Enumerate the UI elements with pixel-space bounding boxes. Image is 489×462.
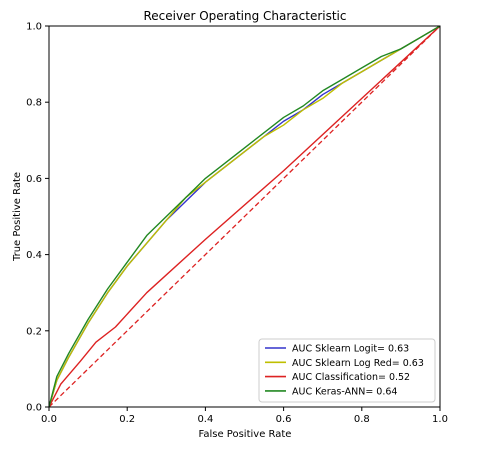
y-axis-label: True Positive Rate [12, 172, 23, 262]
legend: AUC Sklearn Logit= 0.63 AUC Sklearn Log R… [259, 339, 435, 402]
legend-label: AUC Classification= 0.52 [292, 372, 410, 383]
x-tick-label: 0.8 [354, 414, 370, 425]
legend-label: AUC Sklearn Log Red= 0.63 [292, 358, 424, 369]
y-tick-label: 1.0 [26, 22, 42, 33]
x-axis-label: False Positive Rate [199, 429, 292, 440]
y-tick-label: 0.2 [26, 326, 42, 337]
x-tick-label: 0.6 [276, 414, 292, 425]
y-tick-label: 0.0 [26, 403, 42, 414]
x-tick-label: 0.4 [197, 414, 213, 425]
legend-label: AUC Sklearn Logit= 0.63 [292, 344, 409, 355]
x-tick-label: 0.0 [41, 414, 57, 425]
chart-title: Receiver Operating Characteristic [143, 9, 346, 23]
x-tick-label: 1.0 [432, 414, 448, 425]
y-tick-label: 0.4 [26, 250, 42, 261]
y-tick-label: 0.8 [26, 98, 42, 109]
legend-label: AUC Keras-ANN= 0.64 [292, 386, 397, 397]
x-tick-label: 0.2 [119, 414, 135, 425]
y-tick-label: 0.6 [26, 174, 42, 185]
